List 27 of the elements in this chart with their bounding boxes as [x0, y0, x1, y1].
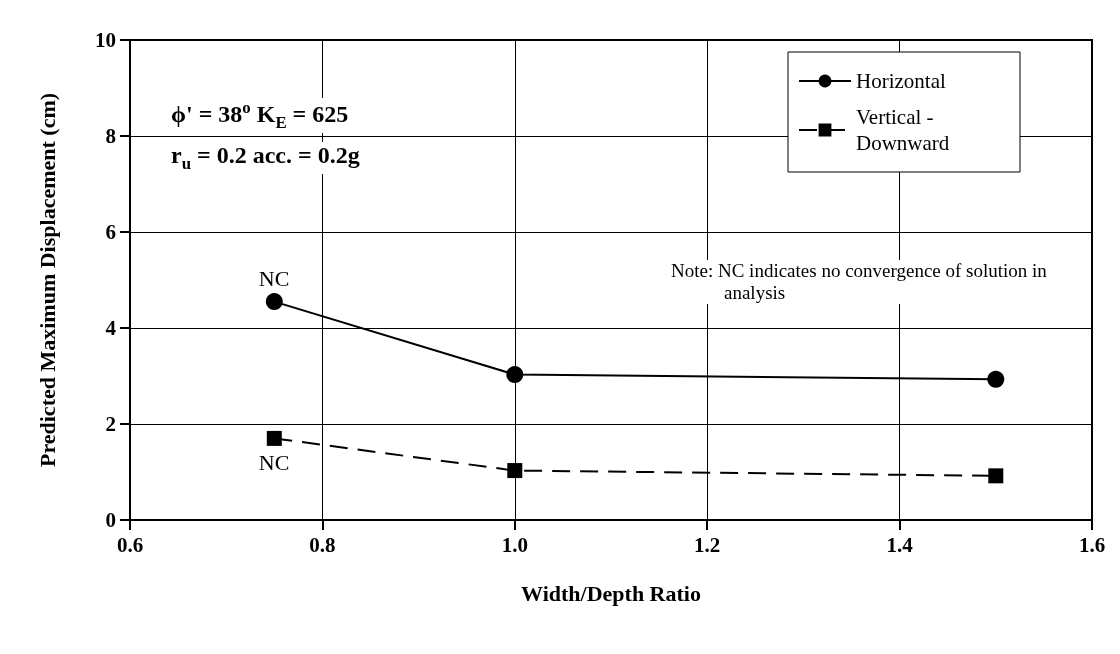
y-axis-title: Predicted Maximum Displacement (cm) [34, 92, 60, 468]
point [265, 293, 283, 311]
annotation: NC [258, 265, 290, 292]
x-tick-label: 1.6 [1078, 532, 1106, 557]
annotation: Note: NC indicates no convergence of solution in analysis [671, 260, 1084, 304]
legend-label: Vertical - Downward [856, 105, 950, 155]
point [507, 463, 523, 479]
x-tick-label: 1.0 [501, 532, 528, 557]
annotation: r$_{u}$ = 0.2 acc. = 0.2g [163, 142, 368, 174]
point [506, 366, 524, 384]
x-tick-label: 0.8 [309, 532, 336, 557]
point [266, 430, 282, 446]
y-tick-label: 10 [95, 28, 116, 52]
x-tick-label: 1.2 [694, 532, 721, 557]
x-tick-label: 0.6 [116, 532, 144, 557]
y-tick-label: 6 [105, 220, 116, 244]
y-tick-label: 4 [105, 316, 117, 340]
x-axis-title: Width/Depth Ratio [521, 580, 701, 606]
point [988, 468, 1004, 484]
point [987, 370, 1005, 388]
legend-label: Horizontal [856, 69, 946, 93]
y-tick-label: 8 [105, 124, 116, 148]
y-tick-label: 2 [105, 412, 116, 436]
annotation: ϕ' = 38$^{o}$ K$_{E}$ = 625 [163, 98, 357, 133]
annotation: NC [258, 450, 290, 477]
x-tick-label: 1.4 [886, 532, 914, 557]
y-tick-label: 0 [105, 508, 116, 532]
